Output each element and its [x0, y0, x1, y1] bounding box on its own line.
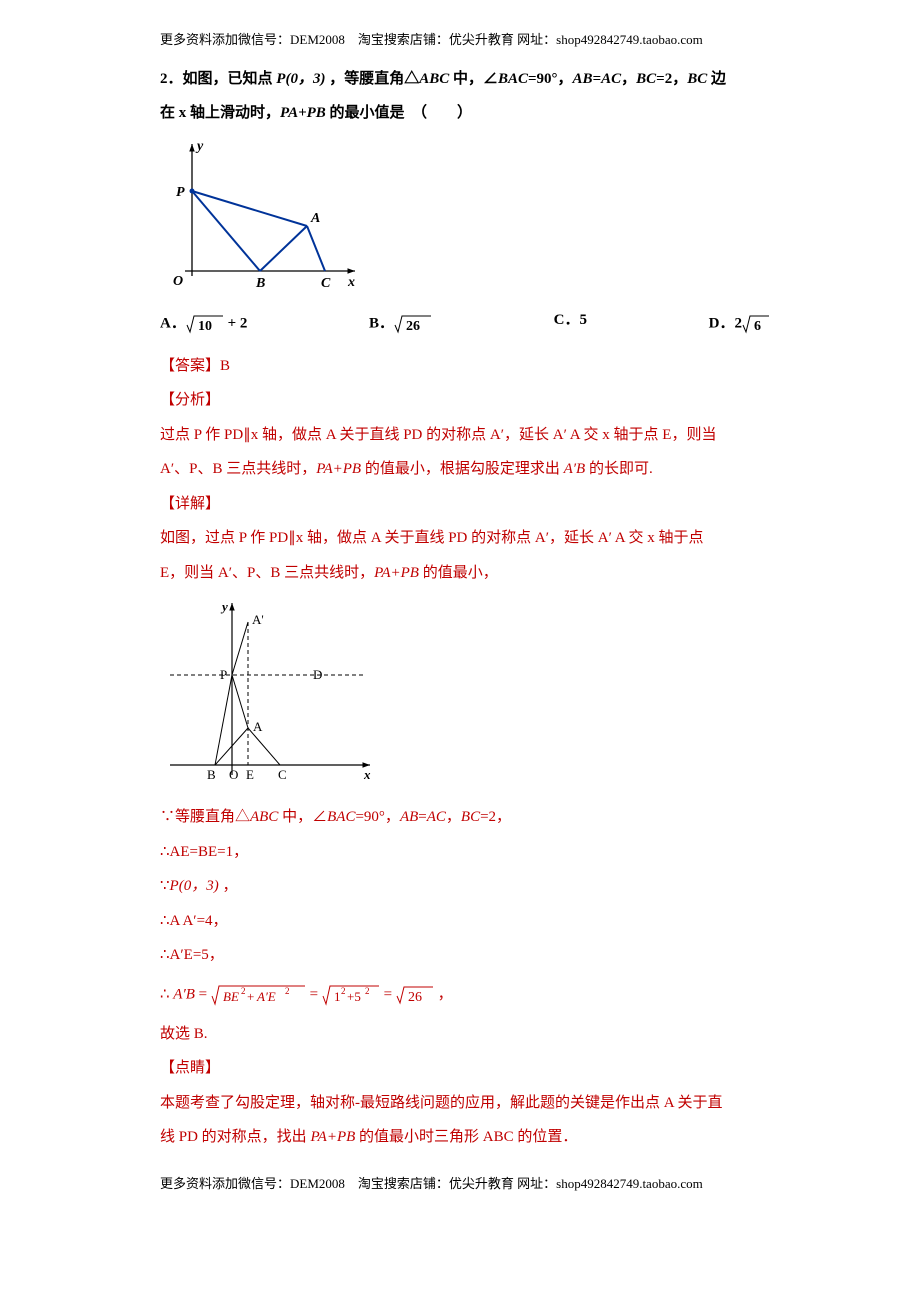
page-header: 更多资料添加微信号：DEM2008 淘宝搜索店铺：优尖升教育 网址：shop49…	[160, 28, 770, 53]
option-c: C．5	[554, 306, 587, 342]
svg-text:6: 6	[754, 319, 761, 334]
analysis-line2: A′、P、B 三点共线时，PA+PB 的值最小，根据勾股定理求出 A′B 的长即…	[160, 455, 770, 484]
detail-label: 【详解】	[160, 490, 770, 519]
svg-text:26: 26	[408, 990, 422, 1005]
option-d: D．26	[709, 306, 770, 342]
step3: ∵P(0，3) ，	[160, 872, 770, 901]
content: 2．如图，已知点 P(0，3) ，等腰直角△ABC 中，∠BAC=90°，AB=…	[160, 65, 770, 1152]
svg-text:2: 2	[341, 986, 346, 996]
svg-text:2: 2	[241, 986, 246, 996]
svg-text:BE: BE	[223, 989, 239, 1004]
remark-line2: 线 PD 的对称点，找出 PA+PB 的值最小时三角形 ABC 的位置．	[160, 1123, 770, 1152]
svg-text:O: O	[229, 767, 238, 782]
figure1: y x O P A B C	[160, 136, 360, 296]
step6: ∴ A′B = BE2+A′E2 = 12+52 = 26 ，	[160, 976, 770, 1014]
detail-line1: 如图，过点 P 作 PD∥x 轴，做点 A 关于直线 PD 的对称点 A′，延长…	[160, 524, 770, 553]
svg-text:+: +	[247, 989, 254, 1004]
svg-text:C: C	[321, 276, 331, 291]
svg-text:2: 2	[365, 986, 370, 996]
figure2: y x O P D A' A E B C	[160, 595, 380, 795]
svg-text:P: P	[220, 667, 227, 682]
svg-text:O: O	[173, 274, 183, 289]
svg-text:B: B	[207, 767, 216, 782]
step2: ∴AE=BE=1，	[160, 838, 770, 867]
svg-text:y: y	[220, 599, 228, 614]
svg-text:E: E	[246, 767, 254, 782]
svg-text:x: x	[363, 767, 371, 782]
options-row: A．10 + 2 B．26 C．5 D．26	[160, 306, 770, 342]
svg-text:A: A	[253, 719, 263, 734]
svg-text:B: B	[255, 276, 265, 291]
option-b: B．26	[369, 306, 432, 342]
svg-text:1: 1	[334, 989, 341, 1004]
svg-text:x: x	[347, 275, 355, 290]
svg-text:10: 10	[198, 319, 212, 334]
step4: ∴A A′=4，	[160, 907, 770, 936]
analysis-label: 【分析】	[160, 386, 770, 415]
step1: ∵等腰直角△ABC 中，∠BAC=90°，AB=AC，BC=2，	[160, 803, 770, 832]
remark-label: 【点睛】	[160, 1054, 770, 1083]
svg-text:A: A	[310, 211, 320, 226]
step7: 故选 B.	[160, 1020, 770, 1049]
svg-text:C: C	[278, 767, 287, 782]
analysis-line1: 过点 P 作 PD∥x 轴，做点 A 关于直线 PD 的对称点 A′，延长 A′…	[160, 421, 770, 450]
remark-line1: 本题考查了勾股定理，轴对称-最短路线问题的应用，解此题的关键是作出点 A 关于直	[160, 1089, 770, 1118]
svg-text:26: 26	[406, 319, 420, 334]
svg-text:2: 2	[285, 986, 290, 996]
svg-text:P: P	[176, 185, 185, 200]
svg-text:D: D	[313, 667, 322, 682]
question-line2: 在 x 轴上滑动时，PA+PB 的最小值是 （ ）	[160, 99, 770, 128]
svg-text:A': A'	[252, 612, 264, 627]
option-a: A．10 + 2	[160, 306, 247, 342]
step5: ∴A′E=5，	[160, 941, 770, 970]
q-num: 2．	[160, 71, 183, 87]
svg-text:y: y	[195, 139, 204, 154]
svg-text:+5: +5	[347, 989, 361, 1004]
svg-text:A′E: A′E	[256, 989, 276, 1004]
answer: 【答案】B	[160, 352, 770, 381]
page-footer: 更多资料添加微信号：DEM2008 淘宝搜索店铺：优尖升教育 网址：shop49…	[160, 1172, 770, 1197]
question-line1: 2．如图，已知点 P(0，3) ，等腰直角△ABC 中，∠BAC=90°，AB=…	[160, 65, 770, 94]
detail-line2: E，则当 A′、P、B 三点共线时，PA+PB 的值最小，	[160, 559, 770, 588]
